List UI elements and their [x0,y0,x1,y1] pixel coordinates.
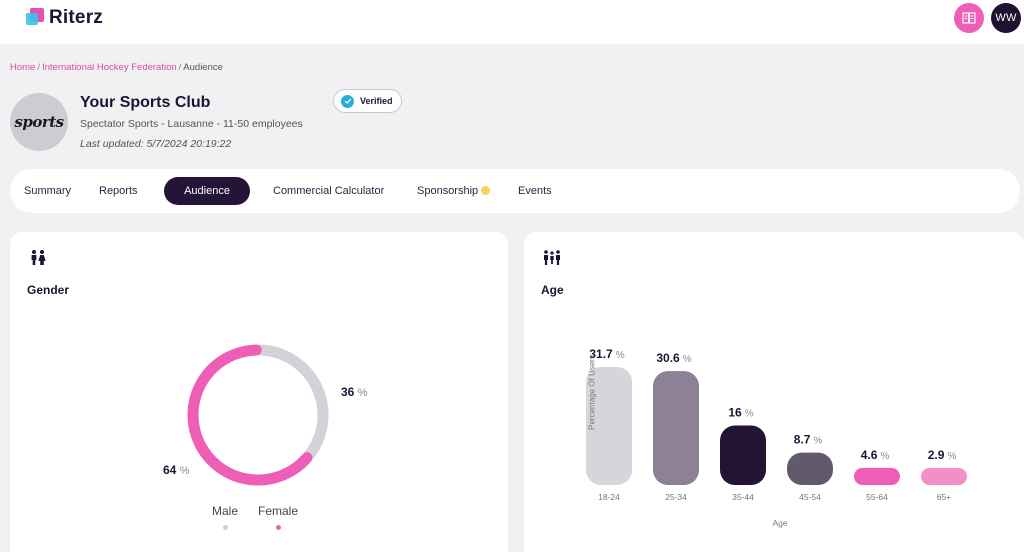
book-icon [962,12,976,24]
age-bar-45-54 [787,452,833,485]
breadcrumb-home-link[interactable]: Home [10,62,36,73]
legend-female-dot [275,525,281,530]
gender-card: Gender 36 % 64 % Male Female [10,232,508,552]
gender-title: Gender [27,283,70,297]
age-title: Age [541,283,564,297]
age-bar-65+ [921,468,967,485]
verified-label: Verified [360,96,393,106]
age-category-label-55-64: 55-64 [866,492,888,502]
tab-bar: Summary Reports Audience Commercial Calc… [10,169,1020,213]
male-percent-value: 36 [341,385,355,399]
breadcrumb-federation-link[interactable]: International Hockey Federation [41,62,177,73]
tab-reports[interactable]: Reports [99,185,138,197]
tab-commercial-calculator[interactable]: Commercial Calculator [273,185,385,197]
age-category-label-25-34: 25-34 [665,492,687,502]
gender-icon [31,250,46,265]
male-percent-unit: % [357,387,368,399]
legend-female-label: Female [258,504,299,518]
tab-summary[interactable]: Summary [24,185,72,197]
gender-donut [183,340,333,490]
age-value-label-55-64: 4.6% [861,448,890,462]
age-value-label-25-34: 30.6% [656,351,691,365]
age-category-label-65+: 65+ [937,492,951,502]
club-meta: Spectator Sports - Lausanne - 11-50 empl… [80,118,303,130]
age-value-label-18-24: 31.7% [589,347,624,361]
age-category-label-35-44: 35-44 [732,492,754,502]
donut-slice-male [254,344,329,461]
check-icon [341,94,354,108]
age-value-label-65+: 2.9% [928,448,957,462]
tab-sponsorship[interactable]: Sponsorship [417,177,491,205]
club-logo: sports [10,93,68,151]
top-bar: Riterz WW [0,0,1024,44]
legend-male-label: Male [212,504,239,518]
star-icon [481,186,491,195]
age-card: Age 31.7% 18-24 30.6% 25-34 16% 35-44 8.7% 45-5… [524,232,1024,552]
age-bar-chart: 31.7 % 18-24 30.6 % 25-34 16 % 35-44 8.7 % 45-54 4.6… [586,347,967,502]
female-percent-unit: % [179,465,190,477]
male-percent-label: 36 % [341,385,367,399]
age-value-label-45-54: 8.7% [794,433,823,447]
female-percent-value: 64 [163,463,177,477]
last-updated: Last updated: 5/7/2024 20:19:22 [80,138,232,150]
age-category-label-18-24: 18-24 [598,492,620,502]
tab-audience[interactable]: Audience [164,177,250,205]
user-avatar[interactable]: WW [991,3,1021,33]
age-category-label-45-54: 45-54 [799,492,821,502]
age-y-axis-label: Percentage Of Users [587,355,597,430]
logo-mark-icon [26,8,46,28]
age-bar-25-34 [653,371,699,485]
age-value-label-35-44: 16% [728,405,753,419]
club-name: Your Sports Club [80,94,211,111]
breadcrumb: Home / International Hockey Federation / Aud… [10,62,223,73]
group-icon [544,250,560,265]
breadcrumb-current: Audience [183,62,223,73]
club-logo-text: sports [14,113,64,131]
book-icon-button[interactable] [954,3,984,33]
app-name: Riterz [49,7,103,28]
app-logo[interactable]: Riterz [26,7,103,29]
female-percent-label: 64 % [163,463,189,477]
tab-events[interactable]: Events [518,185,552,197]
legend-female: Female [258,504,298,530]
tab-sponsorship-label: Sponsorship [417,185,479,197]
age-bar-18-24 [586,367,632,485]
age-bar-55-64 [854,467,900,485]
age-x-axis-label: Age [772,518,788,528]
age-bar-35-44 [720,425,766,485]
legend-male-dot [222,525,228,530]
donut-slice-female [187,344,313,486]
legend-male: Male [212,504,238,530]
verified-badge: Verified [333,89,402,113]
